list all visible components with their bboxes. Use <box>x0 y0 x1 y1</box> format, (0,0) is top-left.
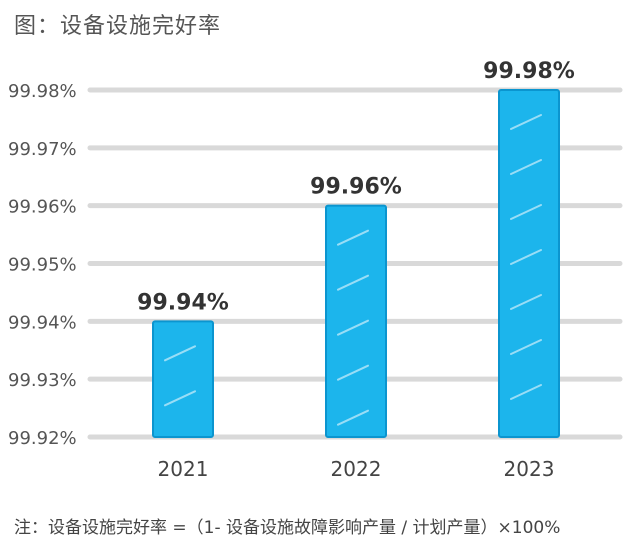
footnote: 注：设备设施完好率 =（1- 设备设施故障影响产量 / 计划产量）×100% <box>14 518 561 538</box>
x-tick-label: 2022 <box>331 457 382 481</box>
data-label: 99.98% <box>483 59 575 84</box>
bar-hatch <box>164 345 196 362</box>
bar-2021 <box>152 320 214 439</box>
y-tick-label: 99.92% <box>8 428 77 449</box>
y-tick-label: 99.95% <box>8 255 77 276</box>
x-tick-label: 2023 <box>504 457 555 481</box>
x-axis-labels: 2021 2022 2023 <box>158 457 555 481</box>
x-tick-label: 2021 <box>158 457 209 481</box>
bar-hatch <box>337 409 369 426</box>
y-tick-label: 99.98% <box>8 81 77 102</box>
bar-chart: 99.92% 99.93% 99.94% 99.95% 99.96% 99.97% 99.9… <box>8 59 623 481</box>
bar-hatch <box>337 274 369 291</box>
data-label: 99.94% <box>137 290 229 315</box>
bar-2023 <box>498 89 560 438</box>
bar-hatch <box>164 390 196 407</box>
bar-hatch <box>510 159 542 175</box>
y-tick-label: 99.94% <box>8 312 77 333</box>
y-tick-label: 99.93% <box>8 370 77 391</box>
bar-hatch <box>510 294 542 310</box>
data-label: 99.96% <box>310 175 402 200</box>
bar-hatch <box>510 249 542 265</box>
bar-hatch <box>337 319 369 336</box>
bar-hatch <box>510 114 542 130</box>
bar-hatch <box>337 229 369 246</box>
bar-hatch <box>510 384 542 400</box>
chart-title: 图：设备设施完好率 <box>14 14 222 39</box>
bar-hatch <box>337 364 369 381</box>
data-labels: 99.94% 99.96% 99.98% <box>137 59 575 315</box>
y-tick-label: 99.96% <box>8 197 77 218</box>
y-tick-label: 99.97% <box>8 139 77 160</box>
y-axis-ticks: 99.92% 99.93% 99.94% 99.95% 99.96% 99.97% 99.9… <box>8 81 77 449</box>
bar-2022 <box>325 204 387 438</box>
bars <box>152 89 560 439</box>
bar-hatch <box>510 339 542 355</box>
bar-hatch <box>510 204 542 220</box>
